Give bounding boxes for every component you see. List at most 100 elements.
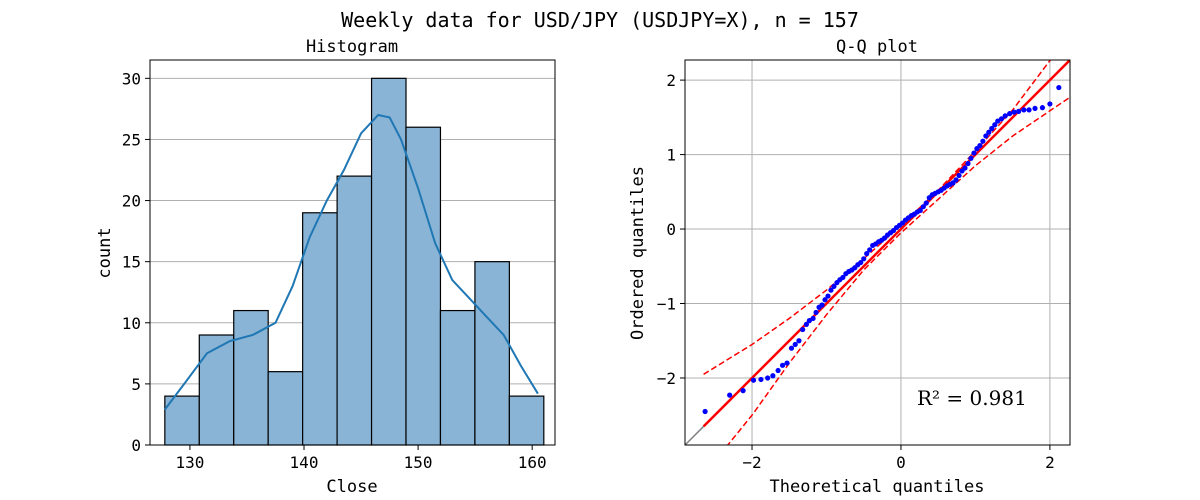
qq-y-ticks: −2 −1 0 1 2 <box>657 71 685 388</box>
qq-data-point <box>1032 105 1038 112</box>
qq-data-point <box>1047 101 1053 107</box>
qq-data-point <box>810 315 816 322</box>
qq-y-tick-label: 0 <box>666 220 676 239</box>
qq-data-point <box>813 309 819 316</box>
figure-suptitle: Weekly data for USD/JPY (USDJPY=X), n = … <box>341 8 859 32</box>
qq-x-tick-label: 0 <box>896 453 906 472</box>
qq-data-point <box>1011 109 1017 115</box>
histogram-bar <box>233 309 269 446</box>
histogram-kde-curve <box>164 113 539 411</box>
histogram-bar <box>198 334 235 446</box>
qq-data-point <box>765 375 771 381</box>
histogram-y-tick-label: 20 <box>122 192 141 211</box>
histogram-bar <box>508 395 545 446</box>
qq-axes-frame <box>684 59 1071 446</box>
qq-data-point <box>968 155 974 161</box>
qq-x-tick-label: 2 <box>1045 453 1055 472</box>
histogram-x-tick-label: 140 <box>290 453 319 472</box>
histogram-bar <box>474 261 510 446</box>
qq-data-point <box>962 165 968 171</box>
qq-data-point <box>792 341 798 348</box>
qq-data-point <box>796 338 802 344</box>
histogram-y-tick-label: 15 <box>122 253 141 272</box>
qq-data-point <box>1056 84 1062 91</box>
qq-data-point <box>803 321 809 327</box>
qq-x-ticks: −2 0 2 <box>742 445 1055 472</box>
qq-data-point <box>983 133 989 139</box>
qq-confidence-upper <box>703 60 1052 375</box>
qq-data-point <box>977 143 983 149</box>
qq-data-point <box>775 367 781 374</box>
qq-data-point <box>750 377 757 383</box>
qq-data-point <box>800 326 806 333</box>
qq-confidence-lower <box>726 96 1070 445</box>
histogram-y-tick-label: 0 <box>131 436 141 455</box>
histogram-x-tick-label: 150 <box>404 453 433 472</box>
qq-data-point <box>980 138 986 144</box>
qq-data-point <box>758 376 764 383</box>
histogram-y-tick-label: 5 <box>131 375 141 394</box>
qq-x-axis-label: Theoretical quantiles <box>770 477 985 497</box>
histogram-x-axis-label: Close <box>326 477 377 497</box>
qq-data-point <box>920 204 926 210</box>
qq-data-point <box>831 283 837 289</box>
qq-y-tick-label: 1 <box>666 146 676 165</box>
qq-data-point <box>702 408 708 415</box>
qq-data-point <box>917 207 923 214</box>
qq-data-point <box>992 122 998 128</box>
qq-data-point <box>784 360 790 366</box>
qq-data-point <box>989 125 995 132</box>
qq-fit-line <box>702 60 1070 428</box>
histogram-y-tick-label: 30 <box>122 69 141 88</box>
qq-data-point <box>1039 105 1046 111</box>
histogram-y-axis-label: count <box>95 227 115 278</box>
qq-data-point <box>828 287 834 293</box>
qq-data-point <box>788 345 795 351</box>
histogram-x-tick-label: 130 <box>175 453 204 472</box>
qq-data-point <box>858 259 864 266</box>
qq-data-point <box>1021 107 1027 113</box>
qq-y-axis-label: Ordered quantiles <box>628 166 648 340</box>
qq-data-point <box>1002 113 1008 119</box>
qq-data-point <box>998 116 1005 122</box>
qq-data-point <box>867 247 873 253</box>
qq-data-point <box>861 256 867 262</box>
qq-data-point <box>986 129 992 135</box>
qq-data-point <box>740 388 746 394</box>
histogram-bar <box>370 77 407 446</box>
qq-data-point <box>770 373 776 379</box>
histogram-bar <box>336 175 373 446</box>
qq-y-tick-label: −2 <box>657 369 676 388</box>
qq-data-point <box>1016 108 1022 114</box>
qq-reference-line <box>685 422 708 445</box>
histogram-panel: Histogram 130 140 150 160 0 5 10 15 20 25 30 Clos… <box>95 37 556 497</box>
histogram-bar <box>439 309 476 446</box>
qq-data-point <box>1026 107 1032 113</box>
qq-r-squared-annotation: R² = 0.981 <box>917 386 1027 410</box>
qq-data-point <box>956 172 962 179</box>
qq-x-tick-label: −2 <box>742 453 761 472</box>
qq-data-point <box>819 302 825 308</box>
qq-data-point <box>965 160 971 167</box>
qq-data-point <box>864 251 870 257</box>
qq-data-point <box>727 392 733 398</box>
qq-data-point <box>923 200 929 206</box>
histogram-bars <box>164 77 545 446</box>
histogram-y-ticks: 0 5 10 15 20 25 30 <box>122 69 150 455</box>
qq-data-point <box>1007 111 1013 117</box>
qq-points <box>702 84 1062 415</box>
qq-plot-panel: Q-Q plot −2 0 2 −2 −1 0 1 2 R² = 0.981 Theoret… <box>628 37 1071 497</box>
qq-y-tick-label: −1 <box>657 295 676 314</box>
histogram-bar <box>267 371 304 446</box>
histogram-axes-frame <box>149 59 556 446</box>
histogram-bar <box>405 126 442 446</box>
qq-data-point <box>971 150 977 156</box>
qq-data-point <box>953 177 959 183</box>
qq-data-point <box>822 297 828 303</box>
histogram-x-tick-label: 160 <box>518 453 547 472</box>
histogram-title: Histogram <box>306 37 398 57</box>
qq-plot-title: Q-Q plot <box>836 37 918 57</box>
qq-y-tick-label: 2 <box>666 71 676 90</box>
histogram-x-ticks: 130 140 150 160 <box>175 445 547 472</box>
